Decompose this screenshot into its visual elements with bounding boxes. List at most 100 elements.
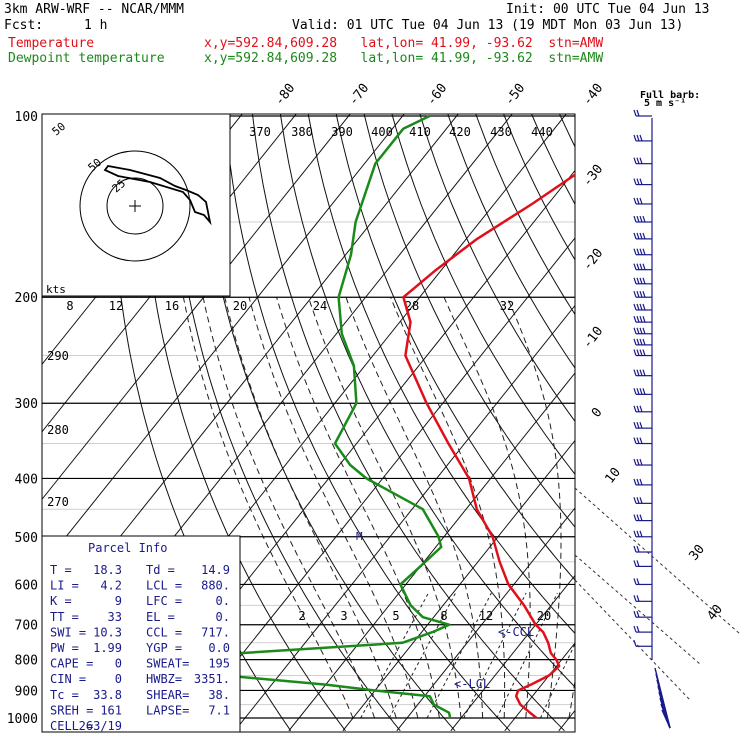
outer-guide-line (574, 554, 701, 665)
parcel-value: 4.2 (100, 579, 122, 593)
speed-tick-label: 32 (500, 299, 514, 313)
barb-flag (639, 388, 643, 395)
isotherm-line (42, 114, 297, 433)
parcel-value: 1.99 (93, 641, 122, 655)
barb-flag (639, 178, 643, 185)
pressure-tick-label: 100 (15, 110, 38, 125)
isotherm-label-outer: 40 (705, 602, 726, 624)
barb-flag (633, 458, 637, 466)
isotherm-line (613, 88, 740, 730)
moist-adiabat (345, 297, 484, 718)
parcel-value: 7.1 (208, 703, 230, 717)
moist-adiabat (591, 297, 645, 718)
wind-barb (633, 349, 652, 357)
plot-border (41, 113, 576, 733)
parcel-value: 18.3 (93, 563, 122, 577)
barb-flag (636, 514, 640, 521)
parcel-value: 38. (208, 688, 230, 702)
wind-barb (633, 248, 652, 256)
barb-flag (633, 530, 637, 537)
pressure-tick-label: 800 (15, 654, 38, 669)
wind-barbs: Full barb:5 m s⁻¹ (633, 90, 700, 729)
barb-flag (639, 497, 643, 504)
parcel-key: CIN = (50, 672, 86, 686)
barb-flag (636, 497, 640, 504)
theta-label-lower: 290 (47, 349, 69, 363)
barb-flag (639, 232, 643, 240)
parcel-value: 0. (216, 594, 230, 608)
parcel-value: 3351. (194, 672, 230, 686)
theta-label: 440 (531, 125, 553, 139)
barb-flag (639, 215, 643, 223)
parcel-value: 0 (115, 657, 122, 671)
parcel-value: 195 (208, 657, 230, 671)
parcel-key: SHEAR= (146, 688, 189, 702)
theta-label-lower: 270 (47, 495, 69, 509)
barb-flag (633, 514, 637, 521)
parcel-key: Td = (146, 563, 175, 577)
barb-flag (633, 545, 637, 553)
speed-tick-label: 16 (165, 299, 179, 313)
dry-adiabat (531, 114, 575, 206)
barb-flag (636, 277, 640, 284)
parcel-key: HWBZ= (146, 672, 182, 686)
hodograph-frame (41, 113, 231, 297)
dry-adiabat (168, 114, 401, 732)
barb-flag (639, 327, 643, 334)
barb-flag (633, 277, 637, 284)
barb-flag (642, 369, 646, 376)
isotherm-line (504, 642, 575, 732)
parcel-key: SWI = (50, 625, 86, 639)
barb-flag (633, 315, 637, 323)
isotherm-line (288, 372, 575, 732)
barb-flag (636, 315, 640, 323)
lcl-marker: <-LCL (454, 677, 490, 691)
moist-adiabat (568, 678, 575, 719)
dry-adiabat (307, 114, 575, 635)
hodograph-trace (103, 165, 212, 226)
wind-barb (633, 514, 652, 522)
parcel-value: 717. (201, 625, 230, 639)
wind-barb (633, 263, 652, 271)
parcel-key: LFC = (146, 594, 182, 608)
el-marker: M (356, 530, 363, 543)
barb-flag (636, 248, 640, 255)
init-time: Init: 00 UTC Tue 04 Jun 13 (506, 2, 710, 17)
legend-temperature-coords: x,y=592.84,609.28 lat,lon= 41.99, -93.62… (204, 36, 604, 51)
barb-flag (633, 248, 637, 255)
legend-dewpoint-coords: x,y=592.84,609.28 lat,lon= 41.99, -93.62… (204, 51, 604, 66)
theta-label: 430 (490, 125, 512, 139)
wind-barb (633, 327, 652, 335)
parcel-value: 10.3 (93, 625, 122, 639)
isotherm-label-top: -60 (424, 81, 450, 109)
speed-tick-label: 24 (313, 299, 327, 313)
barb-flag (636, 421, 640, 429)
isotherm-line (342, 439, 575, 732)
barb-flag (633, 263, 637, 270)
wind-barb (633, 134, 652, 142)
dewpoint-profile (85, 114, 452, 719)
barb-flag (636, 291, 640, 298)
dry-adiabat (335, 114, 575, 581)
barb-flag (636, 197, 640, 205)
barb-flag (636, 134, 640, 142)
barb-flag (642, 232, 646, 240)
parcel-value: 33.8 (93, 688, 122, 702)
hodograph-ring-inner (106, 177, 164, 235)
parcel-key: TT = (50, 610, 79, 624)
parcel-value: 0. (216, 610, 230, 624)
valid-time: Valid: 01 UTC Tue 04 Jun 13 (19 MDT Mon … (292, 18, 684, 33)
wind-barb (633, 560, 652, 568)
barb-note-title: Full barb: (640, 90, 700, 101)
wind-barb (633, 421, 652, 429)
parcel-key: LI = (50, 579, 79, 593)
barb-flag (633, 197, 637, 205)
theta-label: 390 (331, 125, 353, 139)
wind-barb (633, 578, 652, 586)
hodograph-ring-outer (79, 150, 191, 262)
isotherm-label-outer: 30 (687, 542, 708, 564)
theta-label: 370 (249, 125, 271, 139)
dry-adiabat (603, 89, 740, 731)
barb-flag (636, 595, 640, 602)
barb-flag (633, 178, 637, 185)
